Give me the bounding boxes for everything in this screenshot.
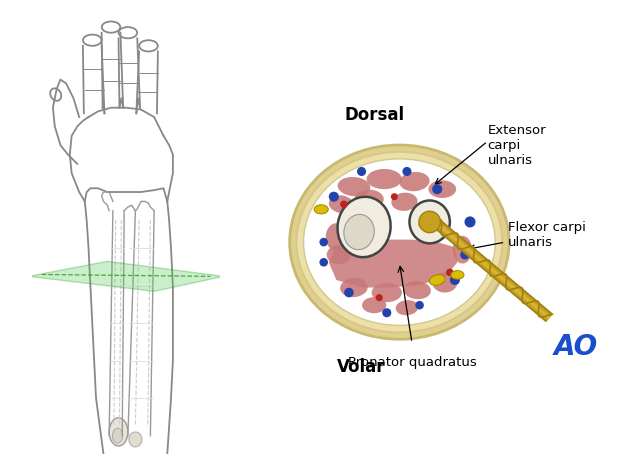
Circle shape	[418, 221, 425, 228]
Ellipse shape	[129, 432, 142, 447]
Ellipse shape	[118, 27, 137, 39]
Circle shape	[464, 216, 476, 228]
Ellipse shape	[428, 180, 456, 198]
Ellipse shape	[329, 196, 354, 213]
Ellipse shape	[344, 214, 374, 250]
Ellipse shape	[429, 274, 445, 285]
Circle shape	[319, 238, 328, 246]
Ellipse shape	[296, 152, 502, 332]
Circle shape	[415, 301, 424, 309]
Ellipse shape	[326, 223, 347, 251]
Ellipse shape	[366, 169, 402, 189]
Ellipse shape	[102, 22, 120, 33]
Text: Extensor
carpi
ulnaris: Extensor carpi ulnaris	[488, 123, 546, 167]
Text: AO: AO	[554, 333, 598, 361]
Ellipse shape	[391, 193, 417, 211]
Ellipse shape	[419, 211, 440, 233]
Ellipse shape	[340, 278, 368, 297]
Text: Dorsal: Dorsal	[344, 106, 404, 124]
Ellipse shape	[338, 177, 370, 196]
Ellipse shape	[355, 190, 384, 209]
Circle shape	[460, 250, 470, 259]
Ellipse shape	[396, 300, 418, 315]
Ellipse shape	[112, 428, 123, 443]
Ellipse shape	[337, 197, 391, 257]
Ellipse shape	[399, 172, 430, 191]
Ellipse shape	[83, 34, 102, 46]
Circle shape	[391, 193, 398, 200]
Circle shape	[432, 184, 442, 194]
Ellipse shape	[362, 297, 386, 313]
Text: Volar: Volar	[337, 358, 386, 376]
Polygon shape	[29, 261, 223, 291]
Ellipse shape	[290, 145, 509, 339]
Ellipse shape	[371, 283, 402, 302]
Circle shape	[376, 294, 383, 301]
Ellipse shape	[409, 201, 450, 243]
Ellipse shape	[109, 418, 128, 446]
Circle shape	[319, 258, 328, 267]
Ellipse shape	[50, 88, 61, 101]
Text: Flexor carpi
ulnaris: Flexor carpi ulnaris	[508, 220, 586, 248]
Circle shape	[357, 167, 366, 176]
Circle shape	[340, 201, 348, 208]
Polygon shape	[329, 240, 458, 287]
Ellipse shape	[314, 205, 328, 214]
Ellipse shape	[432, 272, 458, 292]
Ellipse shape	[403, 281, 431, 299]
Ellipse shape	[327, 245, 351, 264]
Circle shape	[402, 167, 412, 176]
Ellipse shape	[140, 40, 157, 51]
Circle shape	[446, 269, 454, 276]
Circle shape	[344, 288, 354, 297]
Ellipse shape	[451, 271, 464, 279]
Circle shape	[329, 192, 339, 202]
Ellipse shape	[304, 159, 495, 325]
Circle shape	[383, 308, 391, 317]
Circle shape	[450, 275, 460, 285]
Ellipse shape	[453, 236, 472, 263]
Text: Pronator quadratus: Pronator quadratus	[348, 356, 476, 369]
